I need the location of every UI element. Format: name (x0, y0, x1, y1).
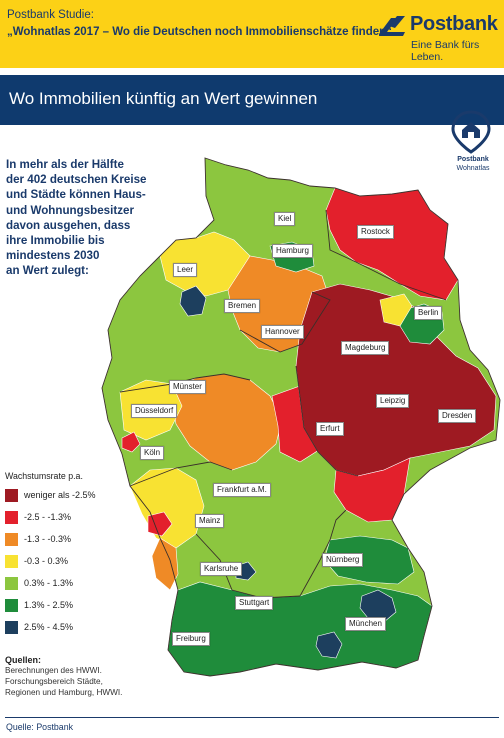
legend-swatch (5, 555, 18, 568)
header-banner: Postbank Studie: „Wohnatlas 2017 – Wo di… (0, 0, 504, 68)
intro-line: und Wohnungsbesitzer (6, 203, 134, 217)
city-label-bremen: Bremen (224, 299, 261, 313)
sources-title: Quellen: (5, 655, 42, 665)
state-borders (101, 157, 501, 677)
intro-text: In mehr als der Hälfte der 402 deutschen… (6, 157, 156, 279)
badge-brand: Postbank (457, 156, 489, 163)
intro-line: In mehr als der Hälfte (6, 158, 124, 171)
city-label-duesseldorf: Düsseldorf (131, 404, 178, 418)
legend-swatch (5, 511, 18, 524)
legend-swatch (5, 577, 18, 590)
study-label: Postbank Studie: (7, 9, 94, 21)
legend-swatch (5, 621, 18, 634)
city-label-muenchen: München (345, 617, 386, 631)
city-label-magdeburg: Magdeburg (341, 341, 390, 355)
legend-label: 0.3% - 1.3% (24, 578, 74, 588)
city-label-hannover: Hannover (261, 325, 304, 339)
badge-name: Wohnatlas (456, 165, 490, 172)
logo-slogan: Eine Bank fürs Leben. (411, 39, 480, 63)
intro-line: mindestens 2030 (6, 249, 100, 263)
city-label-rostock: Rostock (357, 225, 394, 239)
map-region (179, 285, 207, 317)
house-location-pin-icon (451, 110, 491, 154)
sources-line: Regionen und Hamburg, HWWI. (5, 688, 123, 697)
city-label-nuernberg: Nürnberg (322, 553, 364, 567)
map-region (129, 467, 205, 549)
legend-swatch (5, 599, 18, 612)
city-label-kiel: Kiel (274, 212, 296, 226)
map-region (323, 535, 415, 585)
city-label-mainz: Mainz (195, 514, 225, 528)
title-bar: Wo Immobilien künftig an Wert gewinnen (0, 75, 504, 125)
germany-choropleth-map (101, 157, 501, 677)
map-region (121, 431, 141, 453)
intro-line: und Städte können Haus- (6, 188, 146, 202)
footer-source: Quelle: Postbank (6, 722, 73, 732)
intro-line: davon ausgehen, dass (6, 218, 131, 232)
intro-line: an Wert zulegt: (6, 264, 89, 278)
intro-line: der 402 deutschen Kreise (6, 173, 147, 187)
city-label-koeln: Köln (140, 446, 165, 460)
map-region (147, 511, 173, 537)
legend-title: Wachstumsrate p.a. (5, 471, 83, 481)
postbank-arrow-logo-icon (379, 16, 405, 36)
legend-swatch (5, 533, 18, 546)
legend-label: 2.5% - 4.5% (24, 622, 74, 632)
city-label-erfurt: Erfurt (316, 422, 344, 436)
city-label-hamburg: Hamburg (272, 244, 313, 258)
map-region (315, 631, 343, 659)
sources-line: Berechnungen des HWWI. (5, 666, 102, 675)
city-label-karlsruhe: Karlsruhe (200, 562, 243, 576)
legend-label: -1.3 - -0.3% (24, 534, 72, 544)
logo-name: Postbank (410, 13, 498, 35)
map-region (151, 537, 179, 591)
sources-line: Forschungsbereich Städte, (5, 677, 103, 686)
legend-label: -2.5 - -1.3% (24, 512, 72, 522)
city-label-leer: Leer (173, 263, 198, 277)
city-label-muenster: Münster (169, 380, 206, 394)
city-label-stuttgart: Stuttgart (235, 596, 274, 610)
footer-divider (5, 717, 499, 718)
city-label-leipzig: Leipzig (376, 394, 410, 408)
city-label-berlin: Berlin (414, 306, 443, 320)
map-region (359, 589, 397, 623)
legend-swatch (5, 489, 18, 502)
legend-label: weniger als -2.5% (24, 490, 96, 500)
study-title: „Wohnatlas 2017 – Wo die Deutschen noch … (7, 26, 392, 38)
legend-label: 1.3% - 2.5% (24, 600, 74, 610)
page-title: Wo Immobilien künftig an Wert gewinnen (9, 89, 318, 108)
legend-label: -0.3 - 0.3% (24, 556, 69, 566)
map-region (379, 293, 413, 327)
city-label-dresden: Dresden (438, 409, 477, 423)
city-label-frankfurt: Frankfurt a.M. (213, 483, 271, 497)
intro-line: ihre Immobilie bis (6, 234, 105, 248)
city-label-freiburg: Freiburg (172, 632, 210, 646)
